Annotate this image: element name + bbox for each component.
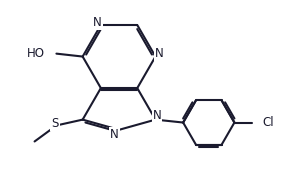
- Text: N: N: [152, 109, 161, 122]
- Text: N: N: [93, 16, 102, 29]
- Text: N: N: [154, 47, 163, 60]
- Text: Cl: Cl: [262, 116, 274, 129]
- Text: S: S: [51, 117, 59, 130]
- Text: HO: HO: [27, 47, 45, 60]
- Text: N: N: [110, 128, 119, 141]
